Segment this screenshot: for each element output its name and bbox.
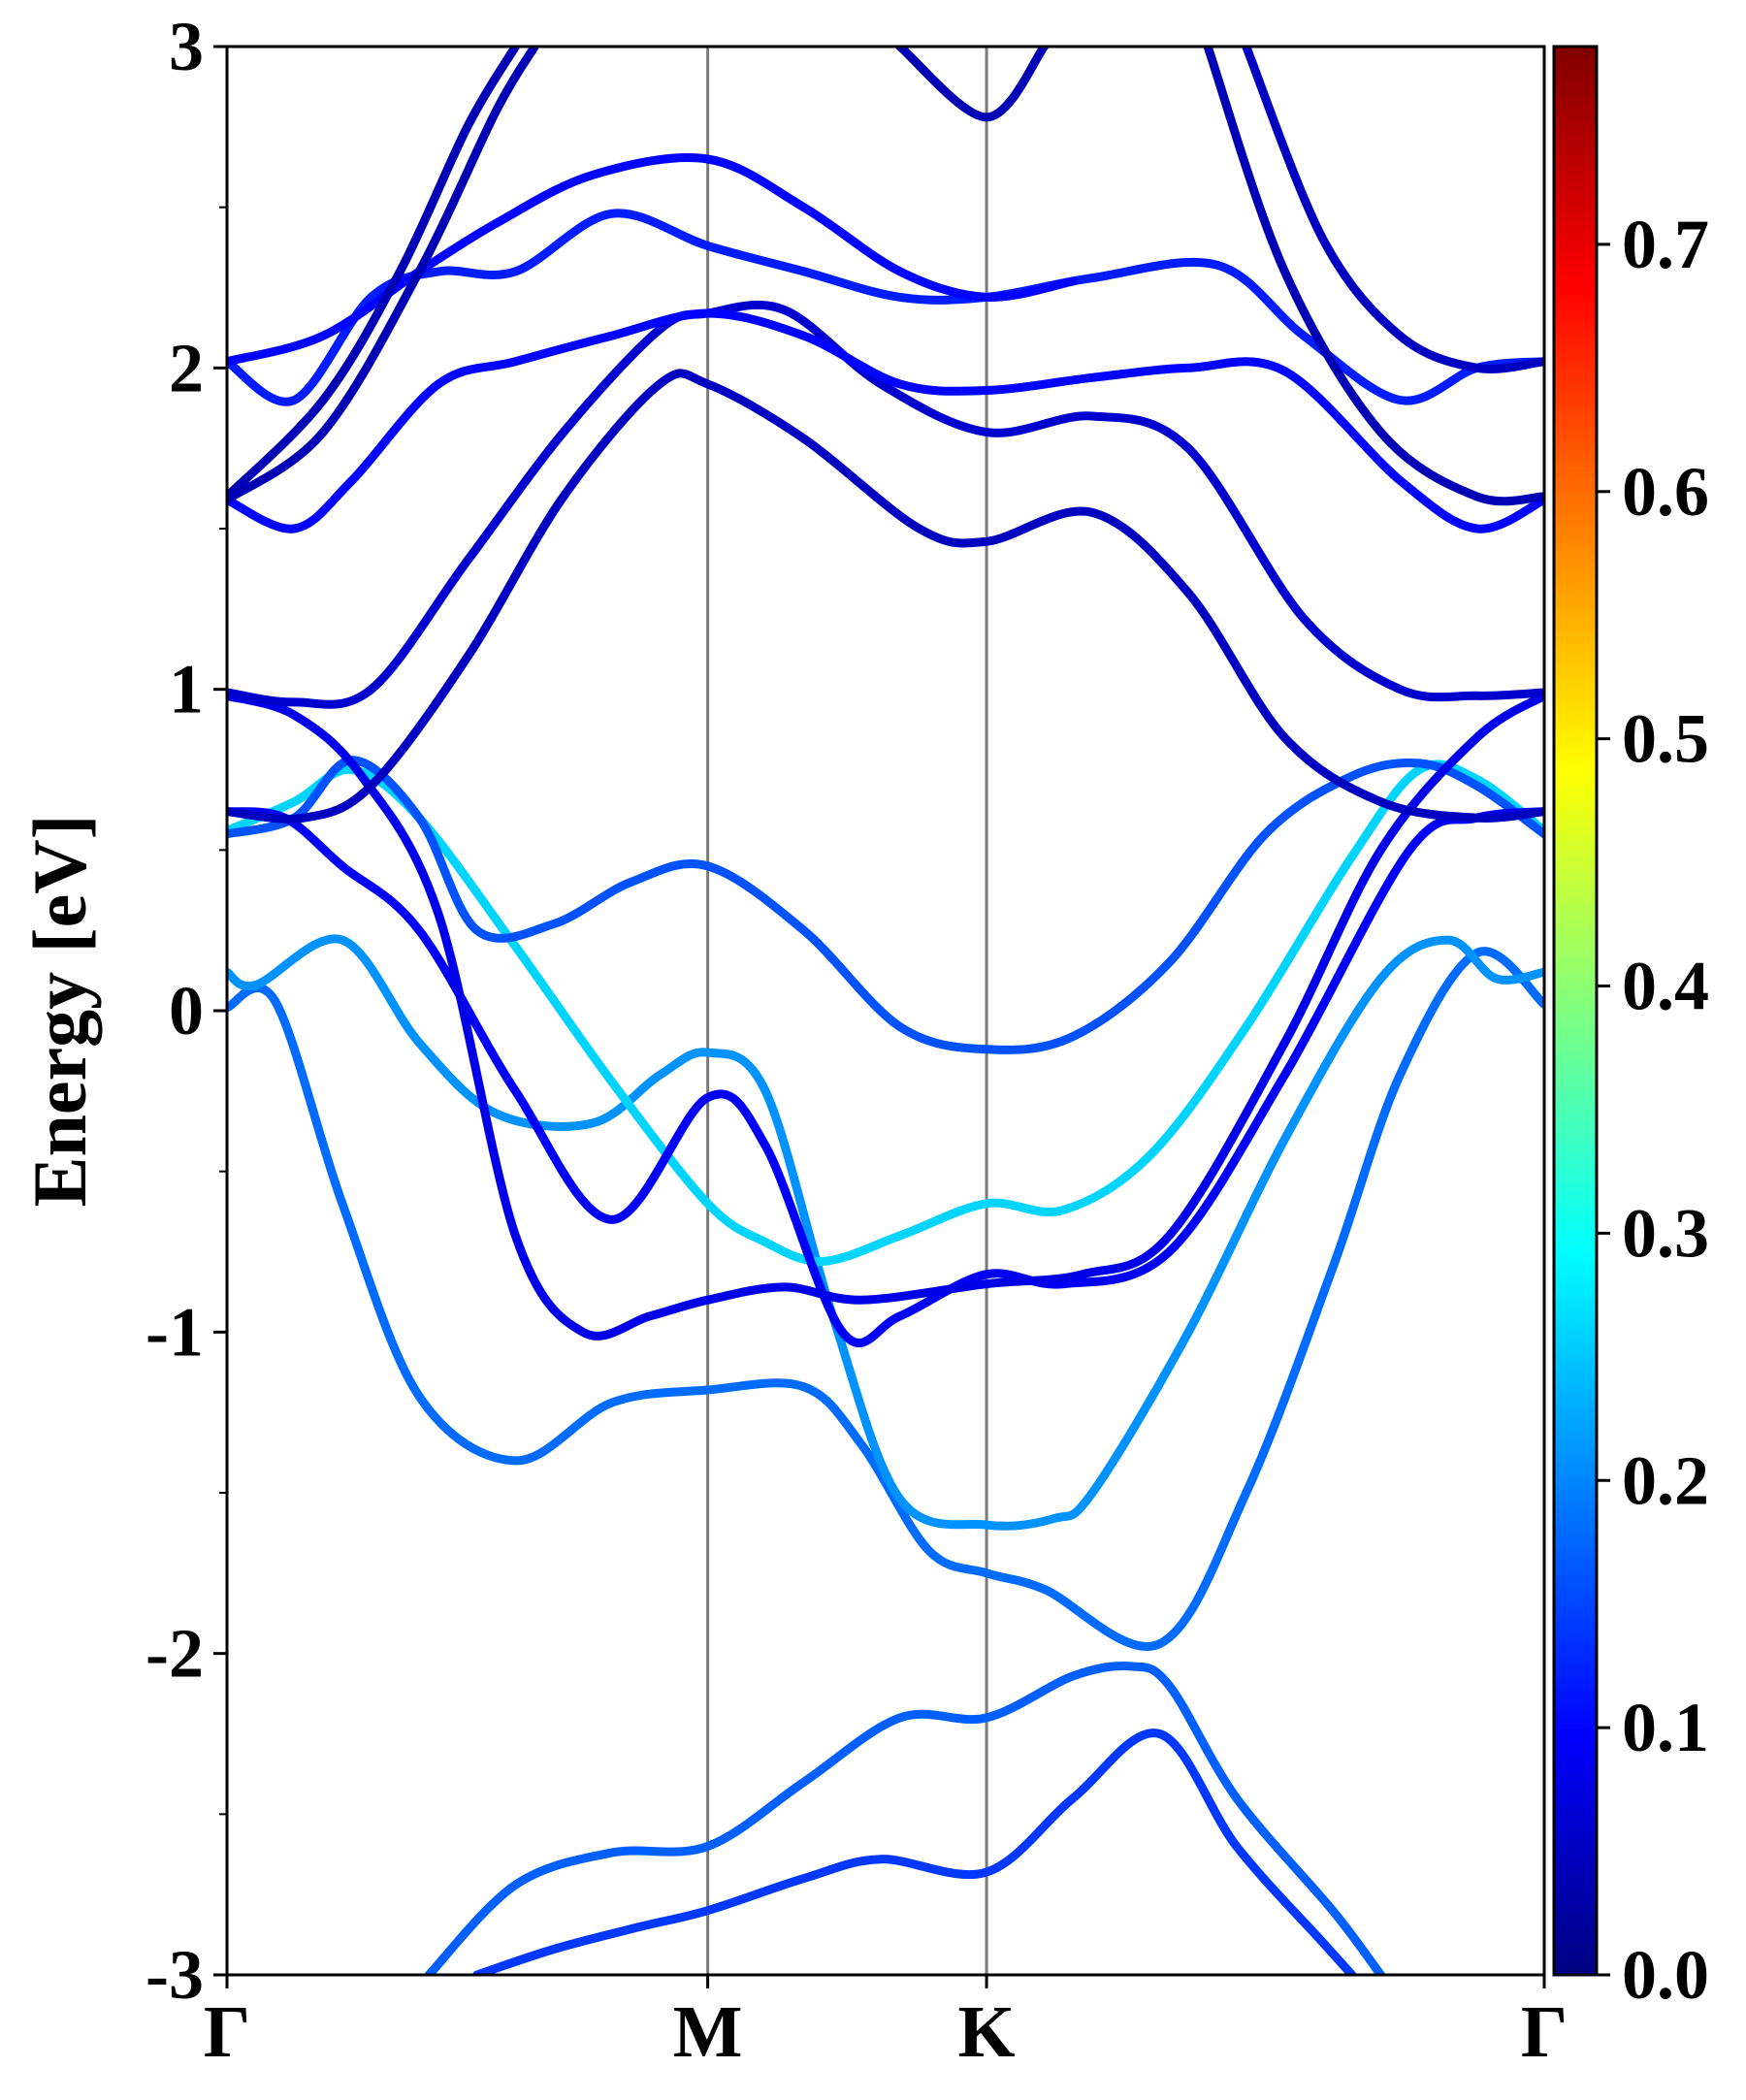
band-9 xyxy=(227,369,1544,824)
y-tick-label: 2 xyxy=(169,329,204,406)
y-tick-label: -2 xyxy=(146,1615,204,1693)
x-label-gamma-end: Γ xyxy=(1521,1991,1568,2073)
band-4 xyxy=(227,934,1544,1531)
colorbar-tick-label: 0.4 xyxy=(1622,948,1709,1025)
band-13 xyxy=(227,153,1078,367)
colorbar-tick-label: 0.0 xyxy=(1622,1936,1709,2014)
band-3 xyxy=(227,947,1544,1651)
y-tick-label: -1 xyxy=(146,1293,204,1371)
band-16 xyxy=(895,47,1050,122)
colorbar-tick-label: 0.5 xyxy=(1622,700,1709,778)
band-17 xyxy=(1203,47,1544,506)
y-tick-label: 0 xyxy=(169,972,204,1050)
y-tick-label: -3 xyxy=(146,1936,204,2014)
band-18 xyxy=(1242,47,1544,373)
band-6 xyxy=(227,756,1544,1054)
colorbar-tick-label: 0.6 xyxy=(1622,453,1709,531)
colorbar-tick-label: 0.3 xyxy=(1622,1194,1709,1272)
x-label-k-point: K xyxy=(958,1991,1016,2073)
band-15 xyxy=(227,47,520,501)
x-label-m-point: M xyxy=(673,1991,743,2073)
x-label-gamma-start: Γ xyxy=(204,1991,250,2073)
band-8 xyxy=(227,691,1544,1341)
band-14 xyxy=(227,47,539,504)
band-7 xyxy=(227,807,1544,1348)
band-12 xyxy=(227,209,1544,406)
band-1 xyxy=(424,1662,1385,1975)
y-tick-label: 3 xyxy=(169,8,204,85)
band-11 xyxy=(227,308,1544,533)
band-2 xyxy=(472,1728,1357,1975)
colorbar xyxy=(1552,45,1599,1977)
colorbar-tick-label: 0.1 xyxy=(1622,1689,1709,1766)
y-tick-label: 1 xyxy=(169,651,204,728)
colorbar-tick-label: 0.2 xyxy=(1622,1441,1709,1519)
y-axis-title: Energy [eV] xyxy=(17,814,102,1207)
colorbar-tick-label: 0.7 xyxy=(1622,206,1709,283)
